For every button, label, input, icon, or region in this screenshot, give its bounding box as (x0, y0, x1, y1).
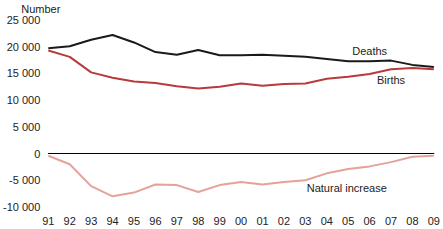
svg-text:94: 94 (106, 215, 118, 227)
svg-text:93: 93 (85, 215, 97, 227)
svg-text:Number: Number (21, 3, 60, 15)
svg-text:Births: Births (377, 74, 406, 86)
svg-text:01: 01 (256, 215, 268, 227)
svg-text:-10 000: -10 000 (3, 201, 40, 213)
svg-text:97: 97 (171, 215, 183, 227)
svg-text:-5 000: -5 000 (9, 174, 40, 186)
svg-text:07: 07 (385, 215, 397, 227)
svg-text:Natural increase: Natural increase (307, 182, 387, 194)
svg-text:09: 09 (428, 215, 440, 227)
svg-text:20 000: 20 000 (7, 41, 41, 53)
svg-text:02: 02 (278, 215, 290, 227)
svg-text:06: 06 (363, 215, 375, 227)
svg-text:15 000: 15 000 (7, 67, 41, 79)
svg-text:99: 99 (214, 215, 226, 227)
svg-text:96: 96 (149, 215, 161, 227)
svg-text:91: 91 (42, 215, 54, 227)
svg-text:10 000: 10 000 (7, 94, 41, 106)
svg-text:0: 0 (34, 148, 40, 160)
svg-text:98: 98 (192, 215, 204, 227)
svg-text:92: 92 (64, 215, 76, 227)
svg-text:95: 95 (128, 215, 140, 227)
svg-text:5 000: 5 000 (13, 121, 41, 133)
svg-text:03: 03 (299, 215, 311, 227)
svg-text:08: 08 (406, 215, 418, 227)
svg-text:25 000: 25 000 (7, 14, 41, 26)
svg-text:00: 00 (235, 215, 247, 227)
svg-text:Deaths: Deaths (352, 45, 387, 57)
svg-text:05: 05 (342, 215, 354, 227)
svg-text:04: 04 (321, 215, 333, 227)
